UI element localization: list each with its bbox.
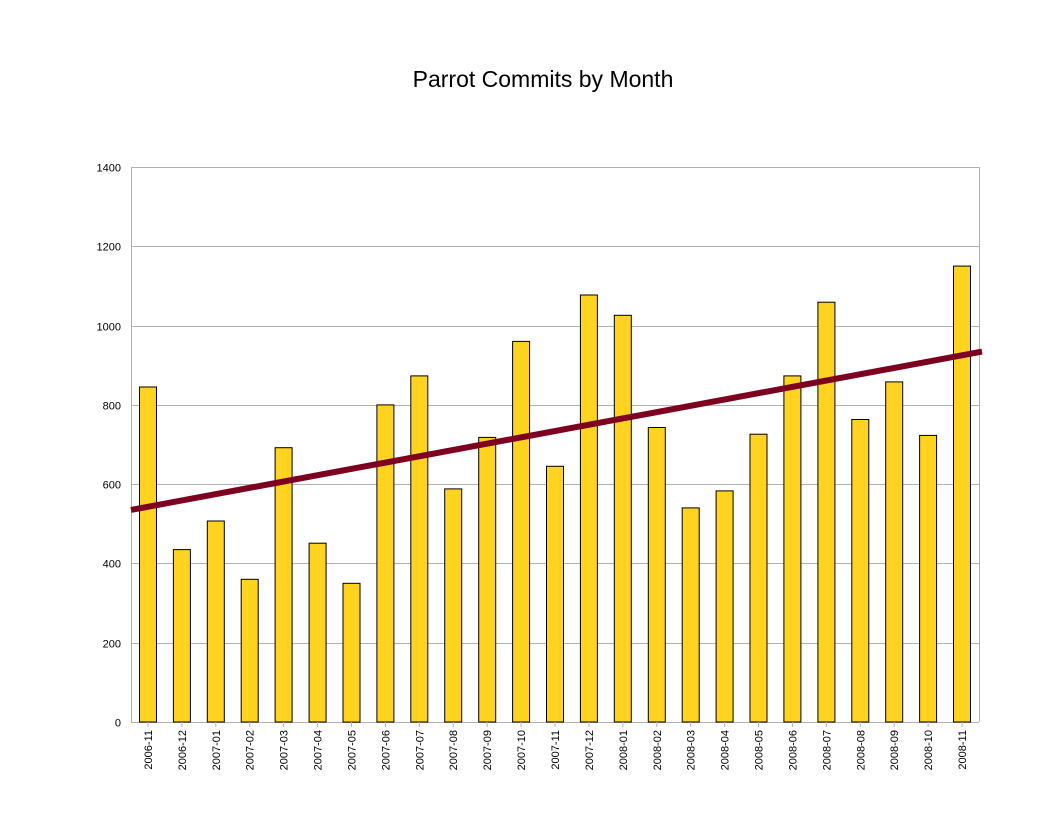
x-tick-label: 2008-05 <box>754 730 766 770</box>
x-tick-label: 2007-06 <box>380 730 392 770</box>
bar-2008-08 <box>851 419 870 723</box>
x-tick-label: 2008-04 <box>720 730 732 770</box>
x-tick-label: 2007-11 <box>550 730 562 770</box>
bar-2006-12 <box>172 549 191 723</box>
x-tick-label: 2007-01 <box>211 730 223 770</box>
y-tick-label: 0 <box>115 718 121 730</box>
x-tick-label: 2008-08 <box>855 730 867 770</box>
bar-2008-05 <box>749 433 768 723</box>
x-tick-label: 2008-03 <box>686 730 698 770</box>
x-tick-label: 2008-10 <box>923 730 935 770</box>
y-tick-label: 400 <box>103 559 121 571</box>
x-tick-label: 2008-06 <box>787 730 799 770</box>
bar-2007-06 <box>376 404 395 723</box>
bar-2007-04 <box>308 542 327 723</box>
bar-2007-02 <box>240 578 259 723</box>
x-tick-label: 2008-01 <box>618 730 630 770</box>
y-tick-label: 600 <box>103 480 121 492</box>
bar-2007-05 <box>342 582 361 723</box>
x-tick-label: 2008-07 <box>821 730 833 770</box>
x-tick-label: 2007-09 <box>482 730 494 770</box>
y-tick-label: 1000 <box>97 322 121 334</box>
y-tick-label: 1400 <box>97 163 121 175</box>
x-tick-label: 2007-05 <box>346 730 358 770</box>
x-tick-label: 2007-04 <box>313 730 325 770</box>
bar-2006-11 <box>139 386 157 723</box>
bar-2007-09 <box>478 436 497 723</box>
y-tick-label: 1200 <box>97 242 121 254</box>
bar-2008-02 <box>647 427 666 723</box>
x-tick-label: 2006-12 <box>177 730 189 770</box>
bar-2007-10 <box>512 340 531 723</box>
bar-2008-07 <box>817 301 836 723</box>
bars <box>139 265 971 723</box>
bar-2008-10 <box>919 434 938 723</box>
x-tick-label: 2007-12 <box>584 730 596 770</box>
bar-2008-04 <box>715 490 734 723</box>
bar-2007-03 <box>274 447 293 723</box>
bar-2008-03 <box>681 507 700 723</box>
trendline <box>130 348 983 513</box>
y-tick-label: 800 <box>103 401 121 413</box>
bar-2007-08 <box>444 488 463 723</box>
x-tick-label: 2008-11 <box>957 730 969 770</box>
bar-2008-09 <box>885 381 904 723</box>
x-tick-label: 2007-08 <box>448 730 460 770</box>
chart-title: Parrot Commits by Month <box>412 66 674 92</box>
x-tick-label: 2008-09 <box>889 730 901 770</box>
bar-2008-01 <box>613 314 632 723</box>
bar-2007-11 <box>546 465 564 723</box>
bar-2007-07 <box>410 375 429 723</box>
bar-2008-06 <box>783 375 802 723</box>
bar-2007-12 <box>579 294 598 723</box>
bar-2008-11 <box>953 265 971 723</box>
x-tick-label: 2007-03 <box>279 730 291 770</box>
trendline-group <box>130 348 983 513</box>
x-tick-label: 2006-11 <box>143 730 155 770</box>
y-axis-tick-labels: 0 200 400 600 800 1000 1200 1400 <box>97 163 121 730</box>
y-tick-label: 200 <box>103 639 121 651</box>
x-axis-tick-labels: 2006-11 2006-12 2007-01 2007-02 2007-03 2007-… <box>143 722 969 770</box>
x-tick-label: 2008-02 <box>652 730 664 770</box>
x-tick-label: 2007-07 <box>414 730 426 770</box>
x-tick-label: 2007-02 <box>245 730 257 770</box>
x-tick-label: 2007-10 <box>516 730 528 770</box>
bar-2007-01 <box>206 520 225 723</box>
